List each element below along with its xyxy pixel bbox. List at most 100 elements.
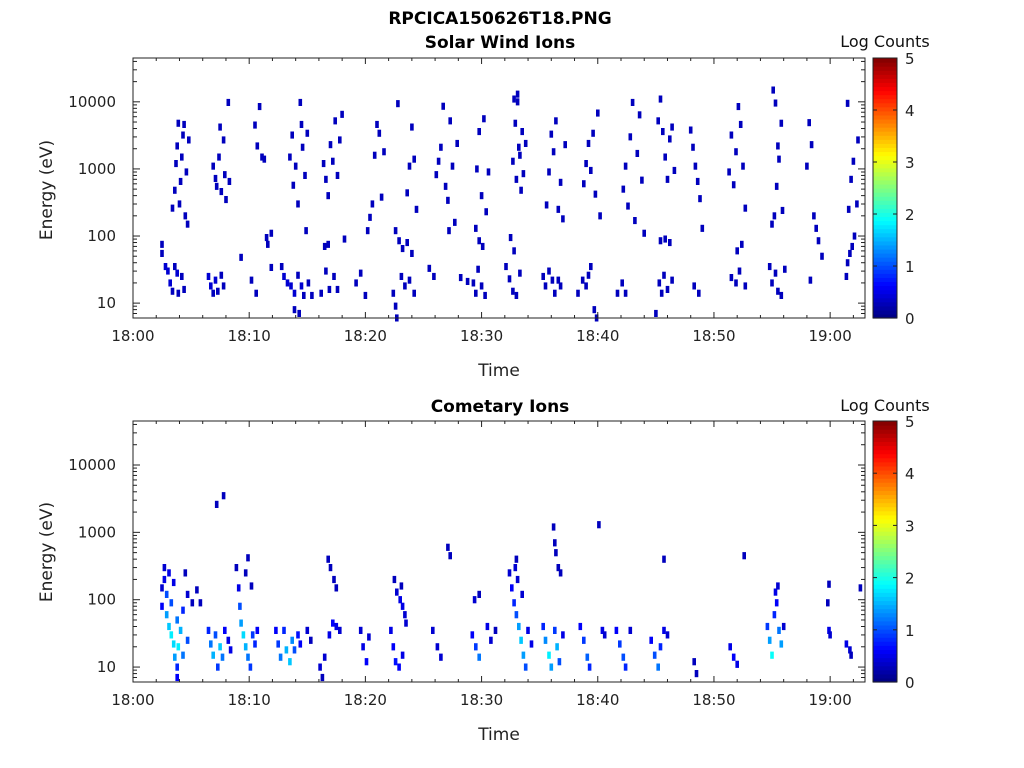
- x-tick-label: 18:40: [576, 327, 619, 345]
- heatmap-cell: [851, 157, 856, 165]
- heatmap-cell: [592, 306, 597, 314]
- heatmap-cell: [596, 109, 600, 117]
- colorbar-segment: [873, 78, 897, 83]
- heatmap-cell: [162, 564, 167, 572]
- heatmap-cell: [246, 653, 250, 661]
- heatmap-cell: [173, 653, 177, 661]
- heatmap-cell: [561, 215, 565, 223]
- heatmap-cell: [171, 640, 176, 648]
- heatmap-cell: [206, 272, 211, 280]
- heatmap-cell: [770, 651, 774, 659]
- colorbar-segment: [873, 510, 897, 516]
- heatmap-cell: [551, 148, 556, 156]
- colorbar-tick-label: 3: [905, 154, 915, 172]
- heatmap-cell: [563, 141, 567, 149]
- heatmap-cell: [288, 153, 292, 161]
- x-tick-label: 18:20: [344, 691, 387, 709]
- colorbar-segment: [873, 179, 897, 185]
- colorbar-segment: [873, 441, 897, 447]
- heatmap-cell: [296, 631, 300, 639]
- colorbar-segment: [873, 248, 897, 254]
- colorbar-segment: [873, 486, 897, 491]
- heatmap-cell: [556, 205, 561, 213]
- heatmap-cell: [551, 523, 556, 531]
- heatmap-cell: [519, 186, 523, 194]
- colorbar-tick-label: 5: [905, 50, 915, 68]
- colorbar-segment: [873, 163, 897, 169]
- colorbar-segment: [873, 151, 897, 157]
- colorbar-segment: [873, 522, 897, 528]
- heatmap-cell: [169, 599, 174, 607]
- colorbar-segment: [873, 196, 897, 201]
- heatmap-cell: [807, 119, 811, 127]
- colorbar-segment: [873, 309, 897, 315]
- heatmap-cell: [621, 185, 626, 193]
- heatmap-cell: [544, 201, 549, 209]
- heatmap-cell: [322, 242, 327, 250]
- heatmap-cell: [514, 175, 519, 183]
- colorbar-segment: [873, 86, 897, 92]
- heatmap-cell: [164, 590, 169, 598]
- colorbar-tick-label: 1: [905, 622, 915, 640]
- heatmap-cell: [774, 182, 779, 190]
- heatmap-cell: [335, 285, 340, 293]
- colorbar-segment: [873, 596, 897, 602]
- heatmap-cell: [779, 119, 784, 127]
- heatmap-cell: [511, 157, 515, 165]
- heatmap-cell: [239, 619, 243, 627]
- colorbar-segment: [873, 261, 897, 266]
- heatmap-cell: [324, 267, 328, 275]
- heatmap-cell: [623, 663, 628, 671]
- heatmap-cell: [249, 276, 254, 284]
- colorbar-segment: [873, 106, 897, 112]
- colorbar-segment: [873, 188, 897, 193]
- heatmap-cell: [226, 636, 231, 644]
- heatmap-cell: [391, 289, 396, 297]
- heatmap-cell: [219, 188, 224, 196]
- heatmap-cell: [816, 237, 821, 245]
- heatmap-cell: [220, 653, 225, 661]
- y-tick-label: 10000: [68, 456, 116, 474]
- heatmap-cell: [771, 86, 775, 94]
- heatmap-cell: [515, 575, 520, 584]
- heatmap-cell: [623, 289, 628, 297]
- colorbar-segment: [873, 584, 897, 589]
- colorbar-segment: [873, 539, 897, 544]
- y-tick-label: 1000: [78, 160, 116, 178]
- heatmap-cell: [630, 98, 635, 106]
- heatmap-cell: [668, 239, 672, 247]
- heatmap-cell: [318, 663, 322, 671]
- heatmap-cell: [561, 631, 565, 639]
- colorbar-segment: [873, 551, 897, 557]
- heatmap-cell: [289, 282, 293, 290]
- colorbar-segment: [873, 624, 897, 630]
- heatmap-cell: [662, 626, 666, 634]
- heatmap-cell: [556, 564, 561, 572]
- heatmap-cell: [658, 237, 663, 245]
- heatmap-cell: [670, 123, 674, 131]
- heatmap-cell: [160, 240, 164, 248]
- heatmap-cell: [812, 212, 816, 220]
- heatmap-cell: [738, 120, 743, 128]
- colorbar-segment: [873, 429, 897, 434]
- heatmap-cell: [209, 282, 213, 290]
- heatmap-cell: [182, 285, 186, 293]
- heatmap-cell: [213, 174, 218, 182]
- heatmap-cell: [166, 267, 170, 275]
- heatmap-cell: [282, 626, 286, 634]
- heatmap-cell: [662, 271, 666, 279]
- heatmap-cell: [740, 240, 744, 248]
- heatmap-cell: [558, 178, 563, 186]
- colorbar-segment: [873, 167, 897, 173]
- colorbar-segment: [873, 559, 897, 565]
- heatmap-cell: [844, 272, 849, 280]
- colorbar-segment: [873, 531, 897, 536]
- heatmap-cell: [439, 653, 443, 661]
- heatmap-cell: [517, 143, 521, 151]
- heatmap-cell: [848, 249, 852, 257]
- heatmap-cell: [633, 217, 637, 225]
- heatmap-cell: [306, 279, 311, 287]
- heatmap-cell: [175, 616, 179, 624]
- heatmap-cell: [772, 212, 777, 220]
- heatmap-cell: [297, 309, 301, 317]
